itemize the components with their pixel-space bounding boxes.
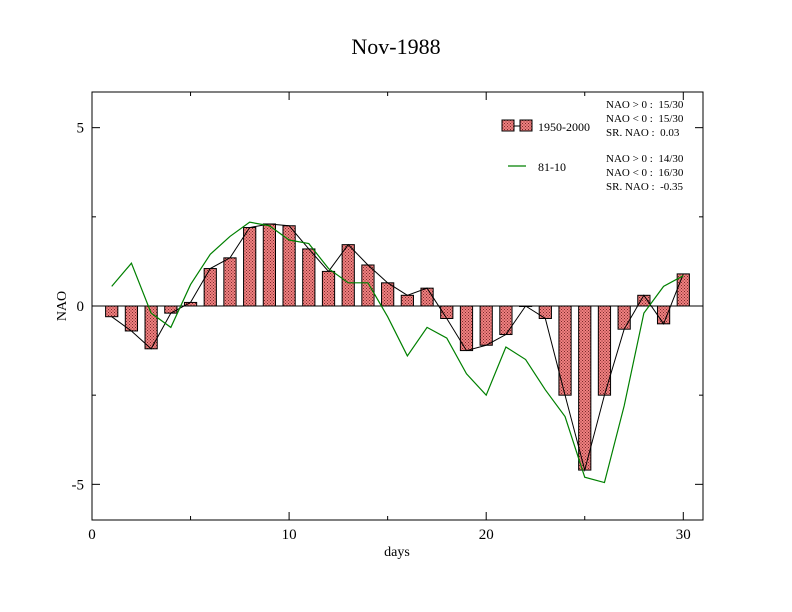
nao-bar bbox=[243, 227, 257, 307]
nao-bar bbox=[361, 264, 375, 307]
nao-bar bbox=[400, 294, 414, 307]
nao-bar bbox=[124, 305, 139, 332]
nao-bar bbox=[321, 270, 336, 307]
y-tick-label: -5 bbox=[72, 477, 85, 493]
y-tick-label: 5 bbox=[77, 121, 85, 137]
legend-swatch-1950-2000 bbox=[519, 119, 533, 132]
nao-bar bbox=[262, 223, 276, 307]
stat-line: SR. NAO : 0.03 bbox=[606, 127, 680, 139]
nao-bar bbox=[617, 305, 631, 330]
nao-bar bbox=[578, 305, 592, 471]
legend-swatch-1950-2000 bbox=[501, 119, 515, 132]
stats-block-81-10: NAO > 0 : 14/30 NAO < 0 : 16/30 SR. NAO … bbox=[606, 152, 683, 194]
y-axis-label: NAO bbox=[55, 291, 70, 321]
legend-label-1950-2000: 1950-2000 bbox=[538, 120, 590, 134]
nao-bar bbox=[341, 244, 355, 307]
nao-bar bbox=[558, 305, 572, 396]
stat-line: NAO < 0 : 16/30 bbox=[606, 167, 684, 179]
series-81-10-line bbox=[111, 221, 684, 484]
x-tick-label: 10 bbox=[282, 527, 297, 543]
x-tick-label: 30 bbox=[676, 527, 691, 543]
y-tick-label: 0 bbox=[77, 299, 85, 315]
nao-bar bbox=[656, 305, 671, 325]
stat-line: NAO > 0 : 14/30 bbox=[606, 153, 684, 165]
stat-line: NAO > 0 : 15/30 bbox=[606, 99, 684, 111]
stat-line: SR. NAO : -0.35 bbox=[606, 181, 684, 193]
x-tick-label: 0 bbox=[88, 527, 96, 543]
nao-bar bbox=[302, 248, 316, 307]
x-tick-label: 20 bbox=[479, 527, 494, 543]
nao-bar bbox=[105, 305, 119, 318]
legend-label-81-10: 81-10 bbox=[538, 160, 566, 174]
nao-bar bbox=[203, 268, 217, 307]
nao-bar bbox=[420, 287, 434, 307]
nao-bar bbox=[676, 273, 690, 307]
nao-bar bbox=[282, 225, 296, 307]
nao-bar bbox=[538, 305, 552, 319]
x-axis-label: days bbox=[384, 545, 410, 560]
nao-bar bbox=[479, 305, 493, 346]
nao-bar bbox=[499, 305, 513, 336]
chart-title: Nov-1988 bbox=[351, 34, 440, 59]
stat-line: NAO < 0 : 15/30 bbox=[606, 113, 684, 125]
nao-bar bbox=[164, 305, 178, 314]
nao-bar bbox=[223, 257, 237, 307]
nao-bar bbox=[381, 282, 395, 307]
series-1950-2000-line bbox=[111, 223, 684, 473]
stats-block-1950-2000: NAO > 0 : 15/30 NAO < 0 : 15/30 SR. NAO … bbox=[606, 98, 683, 140]
